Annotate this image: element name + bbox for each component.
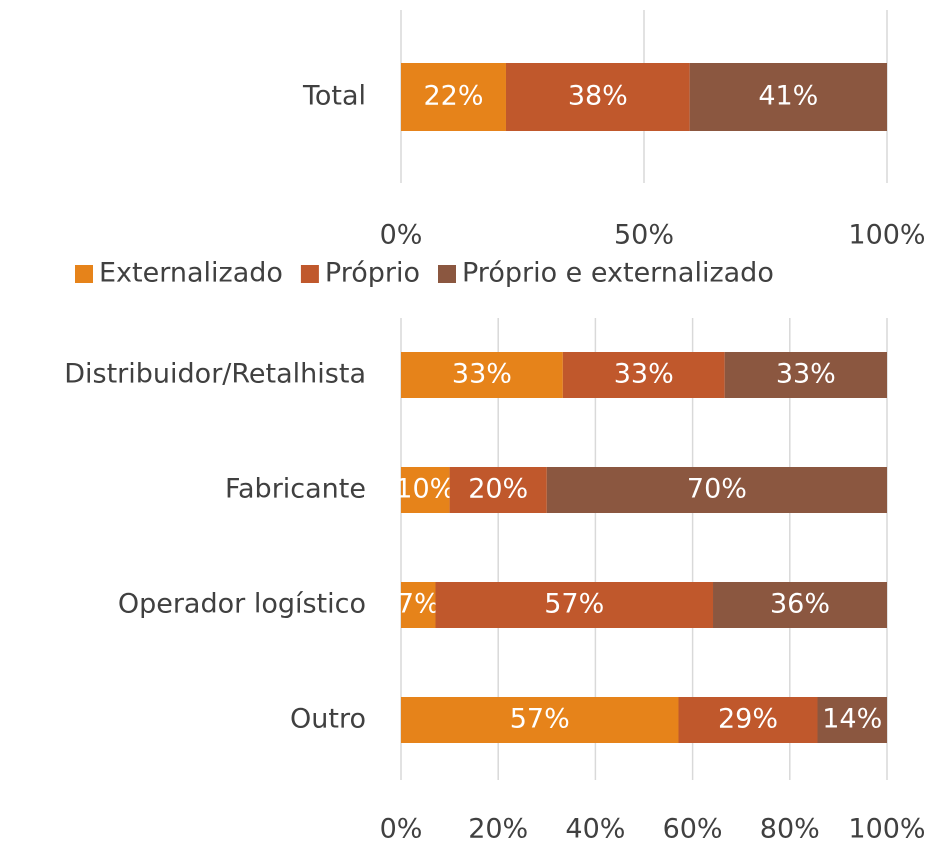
bar-segment <box>689 63 887 131</box>
bar-segment <box>817 697 887 743</box>
data-label: 57% <box>510 704 570 735</box>
y-tick-label: Total <box>302 81 366 112</box>
x-tick-label: 40% <box>565 814 625 843</box>
legend-label: Próprio e externalizado <box>462 258 774 289</box>
y-tick-label: Fabricante <box>225 474 366 505</box>
data-label: 33% <box>452 359 512 390</box>
bar-segment <box>724 352 887 398</box>
bar-segment <box>401 352 563 398</box>
data-label: 10% <box>395 474 455 505</box>
data-label: 22% <box>423 81 483 112</box>
bar-segment <box>449 467 547 513</box>
data-label: 29% <box>718 704 778 735</box>
y-tick-label: Outro <box>290 704 366 735</box>
data-label: 20% <box>468 474 528 505</box>
data-label: 36% <box>770 589 830 620</box>
bar-segment <box>678 697 818 743</box>
data-label: 33% <box>614 359 674 390</box>
x-tick-label: 20% <box>468 814 528 843</box>
data-label: 33% <box>776 359 836 390</box>
data-label: 70% <box>687 474 747 505</box>
x-tick-label: 0% <box>380 220 423 251</box>
y-tick-label: Distribuidor/Retalhista <box>64 359 366 390</box>
x-tick-label: 100% <box>848 814 925 843</box>
legend-label: Externalizado <box>99 258 283 289</box>
bar-segment <box>401 582 436 628</box>
data-label: 14% <box>822 704 882 735</box>
bar-segment <box>713 582 887 628</box>
data-label: 41% <box>758 81 818 112</box>
data-label: 38% <box>568 81 628 112</box>
x-tick-label: 50% <box>614 220 674 251</box>
legend-label: Próprio <box>325 258 420 289</box>
x-tick-label: 0% <box>380 814 423 843</box>
data-label: 57% <box>544 589 604 620</box>
data-label: 7% <box>397 589 440 620</box>
x-tick-label: 60% <box>663 814 723 843</box>
bar-segment <box>401 697 679 743</box>
legend-swatch <box>438 265 456 283</box>
legend-swatch <box>300 265 319 283</box>
bar-segment <box>505 63 690 131</box>
bar-segment <box>435 582 714 628</box>
bar-segment <box>401 467 450 513</box>
legend-swatch <box>75 265 93 283</box>
bar-segment <box>401 63 506 131</box>
y-tick-label: Operador logístico <box>118 589 366 620</box>
x-tick-label: 80% <box>760 814 820 843</box>
x-tick-label: 100% <box>848 220 925 251</box>
bar-segment <box>546 467 887 513</box>
bar-segment <box>562 352 725 398</box>
